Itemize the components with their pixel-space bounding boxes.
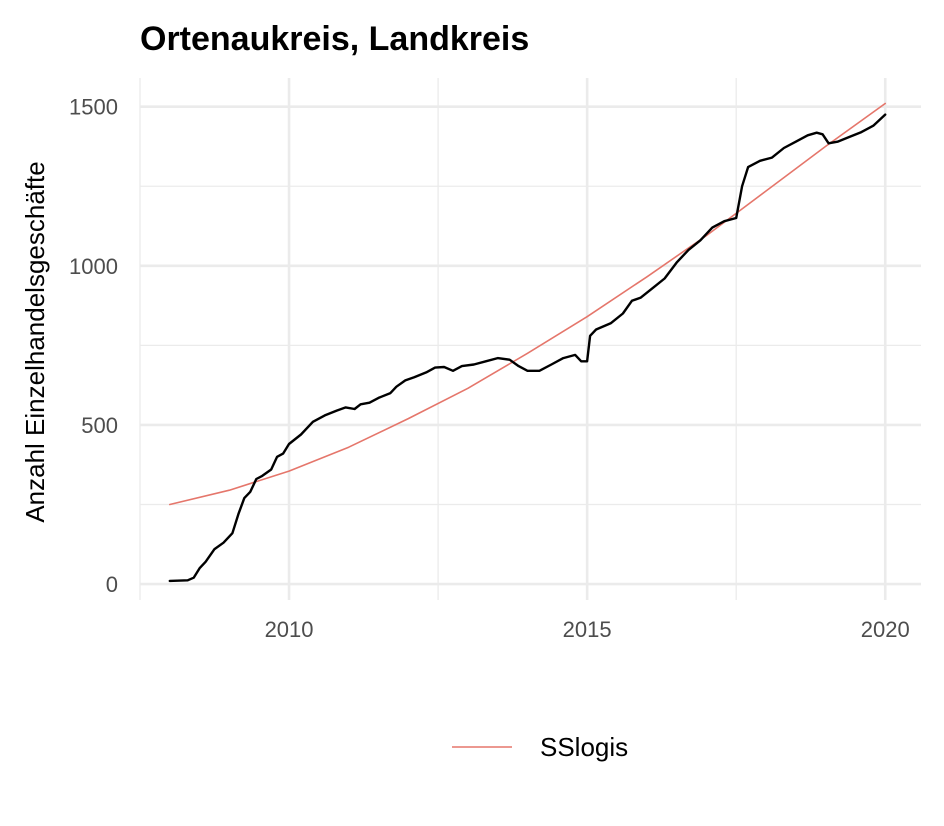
- chart-title: Ortenaukreis, Landkreis: [140, 20, 529, 58]
- y-tick-label: 1500: [69, 95, 118, 120]
- y-tick-label: 0: [106, 572, 118, 597]
- legend: SSlogis: [452, 732, 628, 762]
- x-tick-label: 2010: [265, 617, 314, 642]
- minor-gridlines: [139, 78, 921, 600]
- series-line-observed: [168, 113, 887, 583]
- y-axis-title: Anzahl Einzelhandelsgeschäfte: [20, 161, 50, 522]
- y-axis-ticks: 0 500 1000 1500: [69, 95, 118, 597]
- series-layer: [168, 102, 887, 583]
- series-line-sslogis: [169, 102, 887, 506]
- x-tick-label: 2015: [563, 617, 612, 642]
- x-axis-ticks: 2010 2015 2020: [265, 617, 910, 642]
- y-tick-label: 500: [81, 413, 118, 438]
- legend-label-sslogis: SSlogis: [540, 732, 628, 762]
- major-gridlines: [140, 78, 921, 600]
- y-tick-label: 1000: [69, 254, 118, 279]
- x-tick-label: 2020: [861, 617, 910, 642]
